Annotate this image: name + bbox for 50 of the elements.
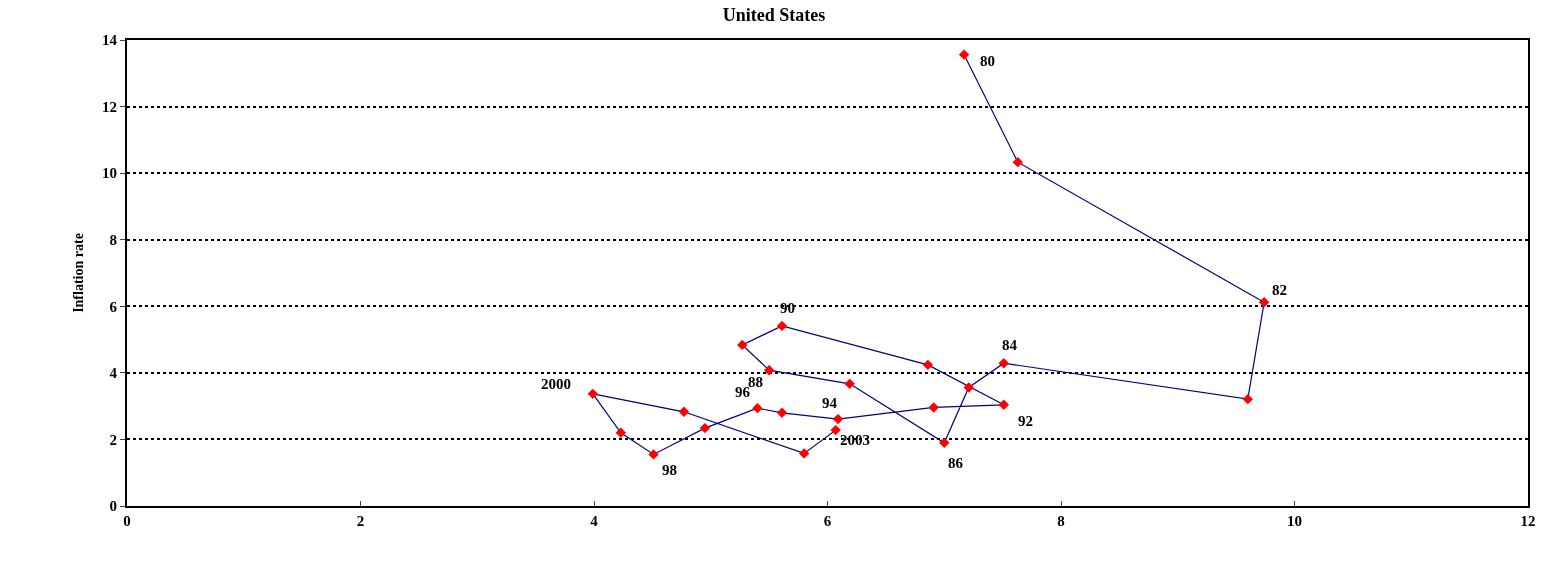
point <box>928 402 939 413</box>
point <box>737 339 748 351</box>
x-tick-label: 2 <box>356 513 365 529</box>
point <box>1242 393 1253 405</box>
point <box>798 448 810 459</box>
point <box>844 378 855 390</box>
y-tick-label: 12 <box>102 98 117 115</box>
point <box>648 449 659 460</box>
point <box>776 320 788 332</box>
annotation: 2000 <box>541 376 571 392</box>
point <box>939 437 950 448</box>
y-tick-label: 8 <box>109 231 117 248</box>
point <box>1012 156 1023 168</box>
x-tick-label: 6 <box>823 513 832 529</box>
x-tick-label: 10 <box>1287 513 1302 529</box>
y-tick-label: 10 <box>102 165 117 182</box>
point <box>776 407 788 418</box>
y-axis-title: Inflation rate <box>71 233 87 313</box>
annotation: 80 <box>980 53 995 69</box>
point <box>699 422 711 434</box>
x-tick-label: 8 <box>1057 513 1065 529</box>
annotation: 94 <box>822 395 838 411</box>
annotation: 88 <box>748 374 763 390</box>
y-tick-label: 0 <box>109 498 117 515</box>
point <box>752 402 763 414</box>
y-tick-label: 4 <box>109 365 118 382</box>
point <box>587 388 599 400</box>
x-tick-label: 4 <box>590 513 599 529</box>
point <box>963 382 974 393</box>
annotation: 98 <box>662 462 677 478</box>
annotation: 86 <box>948 455 964 471</box>
point <box>958 49 970 60</box>
point <box>1258 297 1270 308</box>
annotation: 92 <box>1018 413 1033 429</box>
y-tick-label: 14 <box>102 32 118 49</box>
chart-title: United States <box>722 5 826 26</box>
point <box>832 413 844 425</box>
point <box>830 424 841 436</box>
annotation: 84 <box>1002 337 1018 353</box>
x-tick-label: 0 <box>123 513 131 529</box>
point <box>615 427 627 438</box>
point <box>998 399 1009 411</box>
point <box>922 359 934 371</box>
x-tick-label: 12 <box>1520 513 1536 529</box>
y-tick-label: 6 <box>109 298 118 315</box>
point <box>763 364 775 376</box>
point <box>998 358 1009 369</box>
point <box>678 406 690 417</box>
y-tick-label: 2 <box>109 431 117 448</box>
annotation: 82 <box>1272 282 1287 298</box>
